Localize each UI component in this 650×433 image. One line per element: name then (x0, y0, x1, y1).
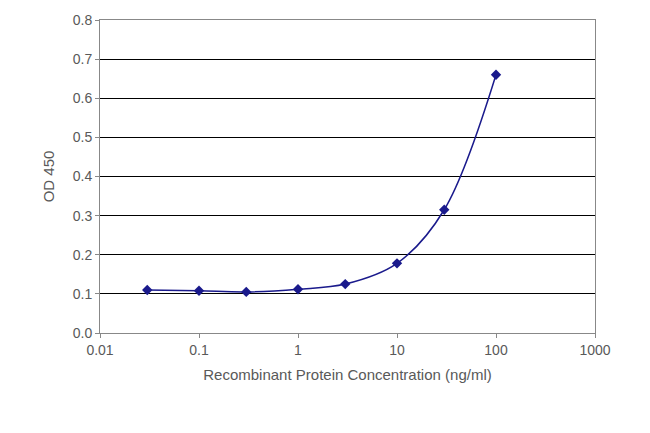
svg-text:OD 450: OD 450 (40, 151, 57, 203)
svg-text:10: 10 (389, 342, 405, 358)
svg-text:0.4: 0.4 (73, 168, 93, 184)
svg-text:0.01: 0.01 (86, 342, 113, 358)
svg-text:0.1: 0.1 (73, 286, 93, 302)
svg-text:Recombinant Protein Concentrat: Recombinant Protein Concentration (ng/ml… (203, 366, 491, 383)
svg-text:0.2: 0.2 (73, 247, 93, 263)
svg-text:0.6: 0.6 (73, 90, 93, 106)
svg-text:1: 1 (294, 342, 302, 358)
svg-text:1000: 1000 (579, 342, 610, 358)
svg-text:0.3: 0.3 (73, 208, 93, 224)
svg-text:100: 100 (484, 342, 508, 358)
svg-text:0.5: 0.5 (73, 129, 93, 145)
svg-text:0.0: 0.0 (73, 325, 93, 341)
svg-text:0.8: 0.8 (73, 12, 93, 28)
svg-text:0.7: 0.7 (73, 51, 93, 67)
svg-text:0.1: 0.1 (189, 342, 209, 358)
